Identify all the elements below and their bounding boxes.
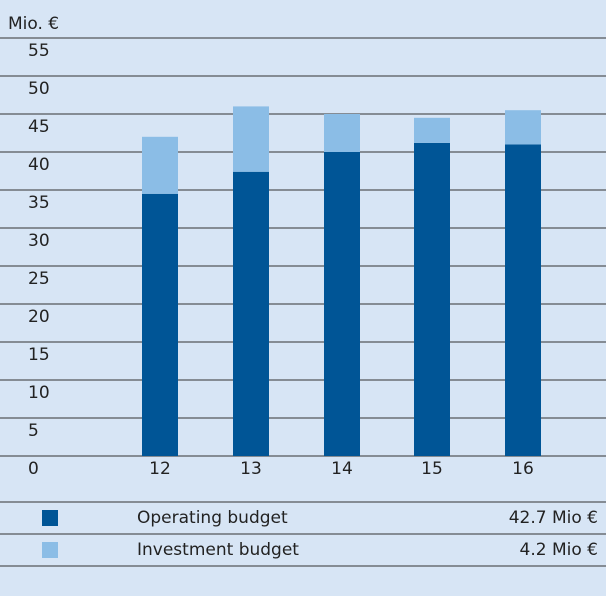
legend-swatch [42,542,58,558]
bar-segment [142,193,178,457]
y-tick-label: 40 [28,155,50,175]
legend-swatch [42,510,58,526]
legend-value: 4.2 Mio € [520,540,598,560]
x-tick-label: 16 [512,459,534,479]
y-tick-label: 10 [28,383,50,403]
legend-label: Operating budget [137,508,288,528]
y-tick-label: 50 [28,79,50,99]
bar-segment [505,110,541,145]
bar-segment [324,152,360,456]
y-tick-label: 20 [28,307,50,327]
x-tick-label: 14 [331,459,353,479]
y-tick-label: 30 [28,231,50,251]
y-tick-label: 15 [28,345,50,365]
y-axis-label: Mio. € [8,14,59,34]
y-tick-label: 45 [28,117,50,137]
bar-segment [414,142,450,456]
y-tick-label: 55 [28,41,50,61]
x-tick-label: 15 [421,459,443,479]
legend-label: Investment budget [137,540,299,560]
bar-segment [324,114,360,152]
bar-segment [233,106,269,172]
y-tick-label: 0 [28,459,39,479]
x-tick-label: 12 [149,459,171,479]
bar-segment [505,144,541,456]
y-tick-label: 5 [28,421,39,441]
bar-segment [414,117,450,143]
y-tick-label: 25 [28,269,50,289]
bar-segment [233,171,269,456]
bar-segment [142,136,178,194]
x-tick-label: 13 [240,459,262,479]
y-tick-label: 35 [28,193,50,213]
legend-value: 42.7 Mio € [509,508,598,528]
